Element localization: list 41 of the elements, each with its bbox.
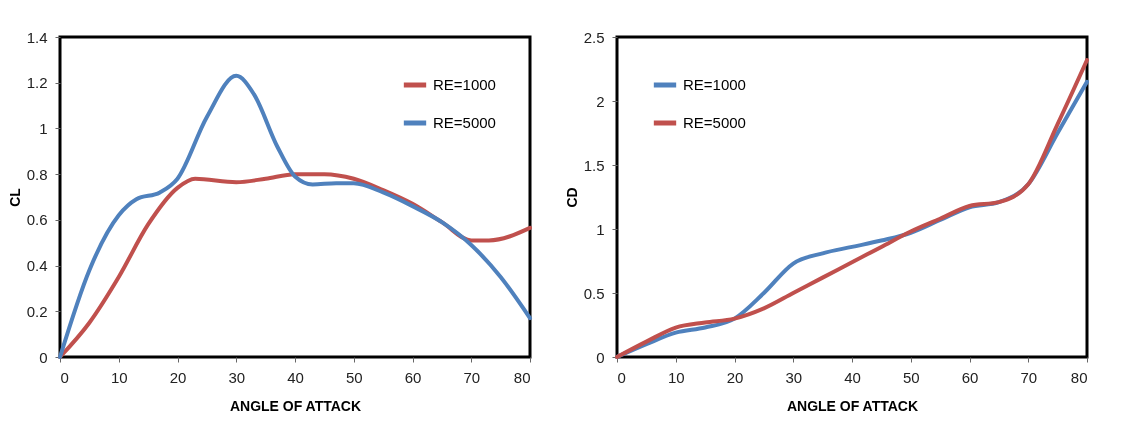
x-tick-label: 60 [961,368,979,386]
y-tick-label: 0 [596,348,605,366]
y-tick-label: 0.6 [26,211,48,229]
x-tick-label: 70 [1020,368,1038,386]
y-tick-label: 0.2 [26,302,48,320]
x-tick-label: 50 [345,368,363,386]
line-series [58,73,532,359]
y-tick-label: 1 [596,220,605,238]
x-tick-label: 30 [228,368,246,386]
x-tick-label: 60 [404,368,422,386]
x-tick-label: 0 [60,368,69,386]
y-tick-label: 0 [39,348,48,366]
x-axis-title: ANGLE OF ATTACK [229,397,362,414]
x-tick-label: 50 [902,368,920,386]
y-tick-label: 1.5 [583,156,605,174]
x-tick-label: 30 [785,368,803,386]
x-tick-label: 80 [513,368,531,386]
y-tick-label: 1.2 [26,74,48,92]
y-tick-label: 1.4 [26,28,48,46]
x-axis-title: ANGLE OF ATTACK [786,397,919,414]
y-tick-label: 2.5 [583,28,605,46]
legend-label: RE=1000 [683,76,746,93]
x-tick-label: 80 [1070,368,1088,386]
y-tick-label: 0.4 [26,257,48,275]
legend-label: RE=1000 [433,76,496,93]
y-axis-title: CD [563,187,580,208]
legend-label: RE=5000 [683,114,746,131]
x-tick-label: 70 [463,368,481,386]
y-tick-label: 1 [39,119,48,137]
x-tick-label: 20 [169,368,187,386]
x-tick-label: 0 [617,368,626,386]
legend-label: RE=5000 [433,114,496,131]
x-tick-label: 40 [287,368,304,386]
y-tick-label: 0.5 [583,284,605,302]
x-tick-label: 10 [110,368,128,386]
x-tick-label: 10 [667,368,685,386]
y-tick-label: 2 [596,92,605,110]
x-tick-label: 40 [844,368,861,386]
x-tick-label: 20 [726,368,744,386]
y-tick-label: 0.8 [26,165,48,183]
y-axis-title: CL [6,187,23,207]
